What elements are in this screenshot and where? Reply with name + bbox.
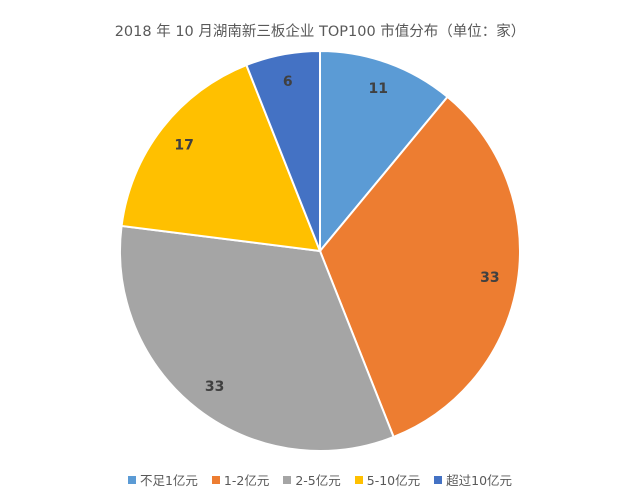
legend-label: 2-5亿元 <box>295 473 341 488</box>
pie-slice-1 <box>319 49 449 254</box>
data-label-1: 11 <box>369 81 388 97</box>
legend-swatch <box>283 475 292 484</box>
legend-label: 不足1亿元 <box>139 473 198 488</box>
legend-label: 5-10亿元 <box>366 473 421 488</box>
pie-slice-2 <box>318 95 521 439</box>
pie-slice-5 <box>245 49 321 252</box>
legend-swatch <box>434 475 443 484</box>
legend-label: 1-2亿元 <box>223 473 270 488</box>
legend-swatch <box>211 475 220 484</box>
data-label-2: 33 <box>480 270 499 286</box>
chart-title: 2018 年 10 月湖南新三板企业 TOP100 市值分布（单位：家） <box>114 24 526 40</box>
legend-item-3: 2-5亿元 <box>283 470 341 489</box>
legend-item-5: 超过10亿元 <box>434 470 512 489</box>
legend-item-1: 不足1亿元 <box>127 470 198 489</box>
legend-item-2: 1-2亿元 <box>211 470 270 489</box>
legend-label: 超过10亿元 <box>446 473 513 488</box>
pie-slice-4 <box>120 63 322 253</box>
chart-legend: 不足1亿元 1-2亿元 2-5亿元 5-10亿元 超过10亿元 <box>0 470 640 489</box>
data-label-5: 6 <box>283 74 293 90</box>
legend-swatch <box>354 475 363 484</box>
data-label-4: 17 <box>174 138 193 154</box>
data-label-3: 33 <box>205 379 224 395</box>
pie-slice-3 <box>119 224 395 452</box>
legend-swatch <box>127 475 136 484</box>
legend-item-4: 5-10亿元 <box>354 470 421 489</box>
